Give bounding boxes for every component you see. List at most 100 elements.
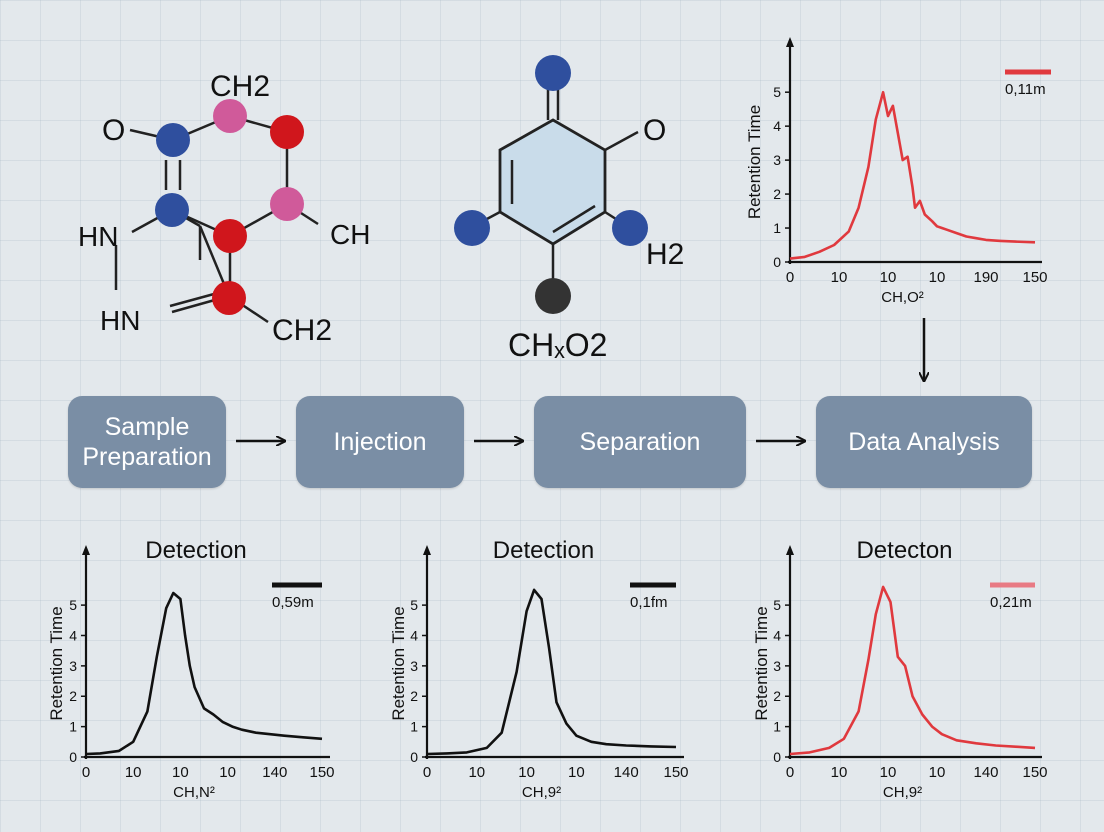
chart-title: Detection xyxy=(145,537,246,564)
y-tick-label: 2 xyxy=(773,186,781,202)
molecule-a-label: CH2 xyxy=(272,314,332,347)
chart-top-right: 0 1 2 3 4 5 0 10 10 10 190 150 CH,O² Retention Time 0,… xyxy=(745,37,1051,306)
y-tick-label: 3 xyxy=(773,152,781,168)
y-tick-label: 4 xyxy=(69,627,77,643)
molecule-b: O H2 CHₓO2 xyxy=(454,55,684,363)
y-tick-label: 5 xyxy=(773,597,781,613)
y-tick-label: 1 xyxy=(410,719,418,735)
x-tick-label: 10 xyxy=(880,764,897,781)
atom-pink xyxy=(270,187,304,221)
x-tick-label: 10 xyxy=(568,764,585,781)
x-tick-label: 150 xyxy=(1022,764,1047,781)
x-tick-label: 140 xyxy=(262,764,287,781)
atom-red xyxy=(270,115,304,149)
molecule-a-label: HN xyxy=(78,221,118,252)
x-axis-label: CH,O² xyxy=(881,289,924,306)
y-tick-label: 2 xyxy=(410,688,418,704)
series-line xyxy=(426,588,677,756)
node-sample-preparation: Sample Preparation xyxy=(68,396,226,488)
x-tick-label: 0 xyxy=(423,764,431,781)
y-tick-label: 0 xyxy=(773,254,781,270)
node-data-analysis: Data Analysis xyxy=(816,396,1032,488)
x-axis-label: CH,9² xyxy=(522,784,561,801)
x-tick-label: 0 xyxy=(786,764,794,781)
y-tick-label: 1 xyxy=(773,719,781,735)
x-tick-label: 10 xyxy=(172,764,189,781)
molecule-a-label: CH xyxy=(330,219,370,250)
y-tick-label: 0 xyxy=(410,749,418,765)
y-tick-label: 5 xyxy=(69,597,77,613)
x-tick-label: 10 xyxy=(125,764,142,781)
node-separation: Separation xyxy=(534,396,746,488)
y-tick-label: 4 xyxy=(410,627,418,643)
chart-title: Detection xyxy=(493,537,594,564)
chart-title: Detecton xyxy=(856,537,952,564)
x-tick-label: 150 xyxy=(309,764,334,781)
molecule-a-label: CH2 xyxy=(210,70,270,103)
atom-blue xyxy=(155,193,189,227)
y-tick-label: 4 xyxy=(773,627,781,643)
x-tick-label: 0 xyxy=(82,764,90,781)
atom-red xyxy=(213,219,247,253)
series-line xyxy=(85,591,323,756)
molecule-b-formula: CHₓO2 xyxy=(508,327,607,363)
series-line xyxy=(789,90,1036,260)
node-label: Data Analysis xyxy=(848,428,1000,456)
legend-label: 0,59m xyxy=(272,594,314,611)
chart-detection-3: 0 1 2 3 4 5 0 10 10 10 140 150 CH,9² Retention Time De… xyxy=(752,537,1048,801)
molecule-b-label: H2 xyxy=(646,238,684,271)
y-axis-label: Retention Time xyxy=(47,606,66,720)
flow-arrows xyxy=(236,318,924,441)
molecule-a-label: HN xyxy=(100,305,140,336)
x-tick-label: 140 xyxy=(614,764,639,781)
node-injection: Injection xyxy=(296,396,464,488)
y-axis-label: Retention Time xyxy=(752,606,771,720)
atom-blue xyxy=(535,55,571,91)
x-tick-label: 150 xyxy=(663,764,688,781)
chart-detection-2: 0 1 2 3 4 5 0 10 10 10 140 150 CH,9² Retention Time De… xyxy=(389,537,689,801)
y-tick-label: 4 xyxy=(773,118,781,134)
x-axis-label: CH,9² xyxy=(883,784,922,801)
y-tick-label: 5 xyxy=(773,84,781,100)
atom-pink xyxy=(213,99,247,133)
x-tick-label: 190 xyxy=(973,269,998,286)
legend-label: 0,11m xyxy=(1005,81,1046,98)
x-axis-label: CH,N² xyxy=(173,784,215,801)
y-tick-label: 0 xyxy=(69,749,77,765)
y-tick-label: 0 xyxy=(773,749,781,765)
y-axis-label: Retention Time xyxy=(745,105,764,219)
y-tick-label: 3 xyxy=(69,658,77,674)
x-tick-label: 10 xyxy=(219,764,236,781)
x-tick-label: 10 xyxy=(880,269,897,286)
node-label: Separation xyxy=(579,428,701,456)
x-tick-label: 10 xyxy=(831,269,848,286)
x-tick-label: 10 xyxy=(929,269,946,286)
y-tick-label: 5 xyxy=(410,597,418,613)
molecule-b-label: O xyxy=(643,114,666,147)
x-tick-label: 10 xyxy=(929,764,946,781)
legend-label: 0,1fm xyxy=(630,594,668,611)
series-line xyxy=(789,585,1036,756)
node-label: Sample Preparation xyxy=(82,413,212,471)
chart-detection-1: 0 1 2 3 4 5 0 10 10 10 140 150 CH,N² Retention Time De… xyxy=(47,537,335,801)
legend-label: 0,21m xyxy=(990,594,1032,611)
x-tick-label: 10 xyxy=(831,764,848,781)
x-tick-label: 10 xyxy=(518,764,535,781)
y-tick-label: 2 xyxy=(69,688,77,704)
y-tick-label: 1 xyxy=(773,220,781,236)
y-axis-label: Retention Time xyxy=(389,606,408,720)
molecule-a: CH2 O HN CH HN CH2 xyxy=(78,70,370,347)
atom-blue xyxy=(454,210,490,246)
x-tick-label: 10 xyxy=(468,764,485,781)
y-tick-label: 1 xyxy=(69,719,77,735)
atom-blue xyxy=(612,210,648,246)
x-tick-label: 140 xyxy=(973,764,998,781)
x-tick-label: 150 xyxy=(1022,269,1047,286)
atom-red xyxy=(212,281,246,315)
y-tick-label: 3 xyxy=(773,658,781,674)
atom-blue xyxy=(156,123,190,157)
molecule-a-label: O xyxy=(102,114,125,147)
y-tick-label: 3 xyxy=(410,658,418,674)
y-tick-label: 2 xyxy=(773,688,781,704)
